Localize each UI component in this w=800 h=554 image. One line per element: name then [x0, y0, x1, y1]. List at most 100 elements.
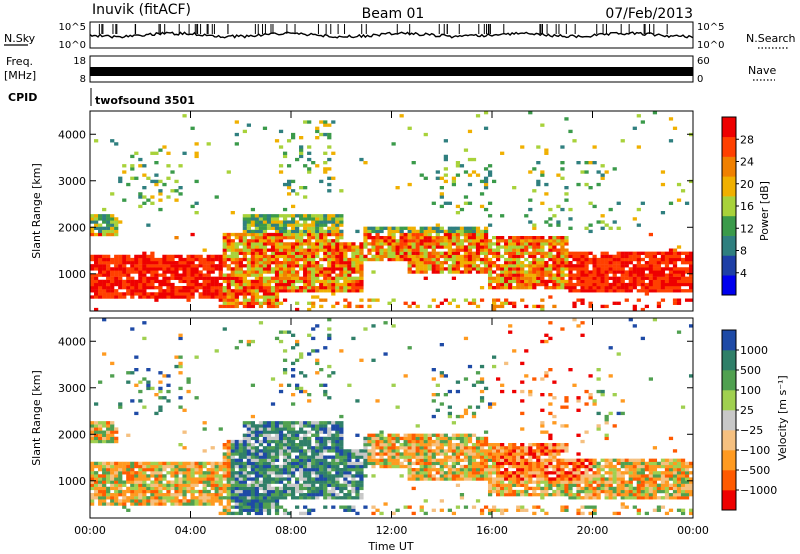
heatmap-cell — [150, 282, 155, 287]
heatmap-cell — [343, 474, 348, 478]
heatmap-cell — [134, 270, 139, 274]
heatmap-cell — [102, 499, 107, 503]
heatmap-cell — [254, 264, 260, 268]
heatmap-cell — [286, 139, 292, 143]
heatmap-cell — [114, 142, 119, 146]
heatmap-cell — [258, 229, 264, 234]
heatmap-cell — [451, 254, 457, 259]
heatmap-cell — [676, 254, 682, 259]
heatmap-cell — [254, 220, 260, 224]
heatmap-cell — [299, 389, 304, 394]
heatmap-cell — [451, 236, 457, 240]
heatmap-cell — [98, 439, 103, 444]
heatmap-cell — [616, 251, 621, 255]
heatmap-cell — [600, 176, 605, 180]
heatmap-cell — [475, 226, 481, 230]
heatmap-cell — [303, 468, 308, 472]
heatmap-cell — [178, 471, 183, 475]
heatmap-cell — [303, 424, 308, 428]
heatmap-cell — [150, 267, 155, 271]
heatmap-cell — [608, 267, 613, 271]
heatmap-cell — [383, 502, 388, 506]
heatmap-cell — [311, 270, 316, 274]
heatmap-cell — [536, 468, 541, 472]
heatmap-cell — [319, 132, 324, 137]
heatmap-cell — [170, 464, 175, 469]
heatmap-cell — [234, 298, 239, 302]
heatmap-cell — [680, 251, 686, 255]
heatmap-cell — [620, 261, 625, 265]
heatmap-cell — [138, 282, 143, 287]
heatmap-cell — [138, 389, 143, 394]
heatmap-cell — [286, 279, 292, 284]
heatmap-cell — [447, 232, 452, 237]
heatmap-cell — [182, 257, 187, 262]
heatmap-cell — [520, 449, 525, 453]
heatmap-cell — [443, 298, 448, 302]
heatmap-cell — [608, 261, 613, 265]
heatmap-cell — [315, 455, 320, 459]
heatmap-cell — [512, 477, 517, 481]
heatmap-cell — [258, 505, 264, 509]
heatmap-cell — [158, 396, 163, 400]
heatmap-cell — [331, 214, 336, 218]
heatmap-cell — [218, 261, 223, 265]
heatmap-cell — [335, 449, 340, 453]
heatmap-cell — [106, 223, 111, 227]
heatmap-cell — [632, 279, 637, 284]
heatmap-cell — [640, 273, 645, 277]
heatmap-cell — [242, 220, 247, 224]
heatmap-cell — [439, 433, 444, 437]
heatmap-cell — [560, 267, 565, 271]
heatmap-cell — [556, 273, 561, 277]
heatmap-cell — [483, 464, 489, 469]
heatmap-cell — [307, 120, 312, 124]
heatmap-cell — [250, 443, 256, 447]
heatmap-cell — [347, 449, 352, 453]
heatmap-cell — [154, 480, 159, 484]
heatmap-cell — [246, 220, 251, 224]
heatmap-cell — [423, 468, 428, 472]
heatmap-cell — [443, 236, 448, 240]
heatmap-cell — [471, 261, 477, 265]
heatmap-cell — [114, 474, 119, 478]
heatmap-cell — [194, 471, 199, 475]
heatmap-cell — [351, 245, 356, 249]
heatmap-cell — [391, 239, 396, 243]
heatmap-cell — [278, 270, 284, 274]
heatmap-cell — [274, 455, 280, 459]
heatmap-cell — [226, 486, 231, 491]
heatmap-cell — [262, 477, 268, 481]
heatmap-cell — [174, 254, 179, 259]
heatmap-cell — [214, 477, 219, 481]
heatmap-cell — [190, 489, 195, 494]
heatmap-cell — [122, 198, 127, 202]
heatmap-cell — [303, 374, 308, 378]
heatmap-cell — [274, 452, 280, 456]
heatmap-cell — [427, 226, 432, 230]
heatmap-cell — [351, 508, 356, 512]
heatmap-cell — [487, 405, 493, 409]
heatmap-cell — [443, 458, 448, 462]
heatmap-cell — [327, 145, 332, 149]
heatmap-cell — [391, 254, 396, 259]
heatmap-cell — [383, 254, 388, 259]
heatmap-cell — [238, 232, 243, 237]
heatmap-cell — [270, 452, 276, 456]
heatmap-cell — [479, 452, 485, 456]
heatmap-cell — [479, 270, 485, 274]
heatmap-cell — [94, 439, 99, 444]
heatmap-cell — [170, 282, 175, 287]
heatmap-cell — [90, 229, 95, 234]
heatmap-cell — [331, 251, 336, 255]
heatmap-cell — [178, 443, 183, 447]
heatmap-cell — [291, 446, 296, 450]
heatmap-cell — [230, 489, 235, 494]
heatmap-cell — [508, 261, 513, 265]
heatmap-cell — [278, 474, 284, 478]
heatmap-cell — [307, 477, 312, 481]
heatmap-cell — [170, 273, 175, 277]
heatmap-cell — [584, 273, 589, 277]
heatmap-cell — [278, 436, 284, 441]
